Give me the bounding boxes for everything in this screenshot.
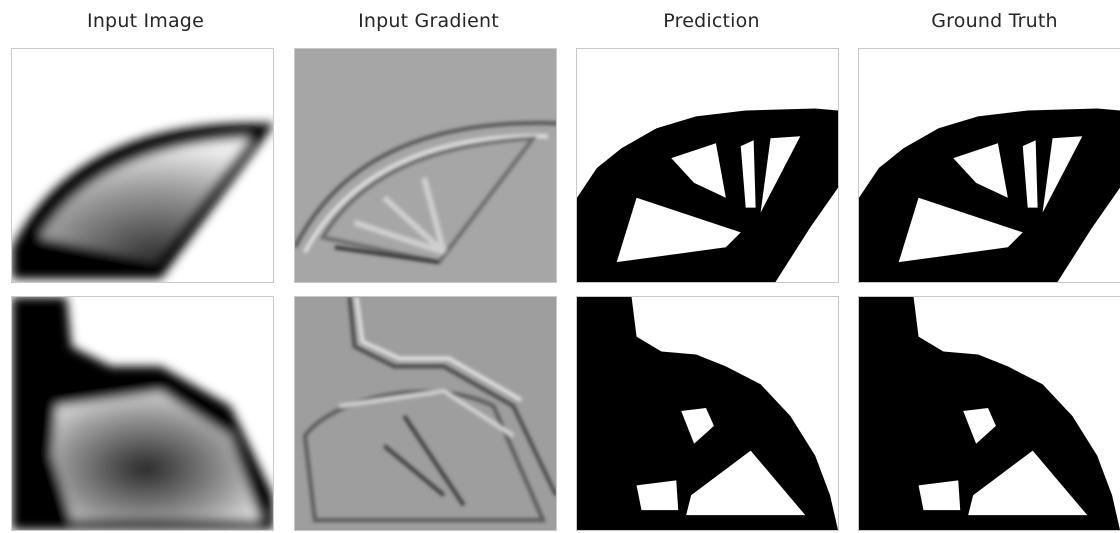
column-title-input-gradient: Input Gradient [358, 10, 499, 32]
row2-input-gradient [294, 296, 557, 531]
row1-prediction [576, 48, 839, 283]
column-title-ground-truth: Ground Truth [931, 10, 1058, 32]
row1-ground-truth [858, 48, 1120, 283]
row2-input-image [11, 296, 274, 531]
column-title-input-image: Input Image [87, 10, 204, 32]
row1-input-gradient [294, 48, 557, 283]
row1-input-image [11, 48, 274, 283]
row2-ground-truth [858, 296, 1120, 531]
column-title-prediction: Prediction [663, 10, 760, 32]
row2-prediction [576, 296, 839, 531]
